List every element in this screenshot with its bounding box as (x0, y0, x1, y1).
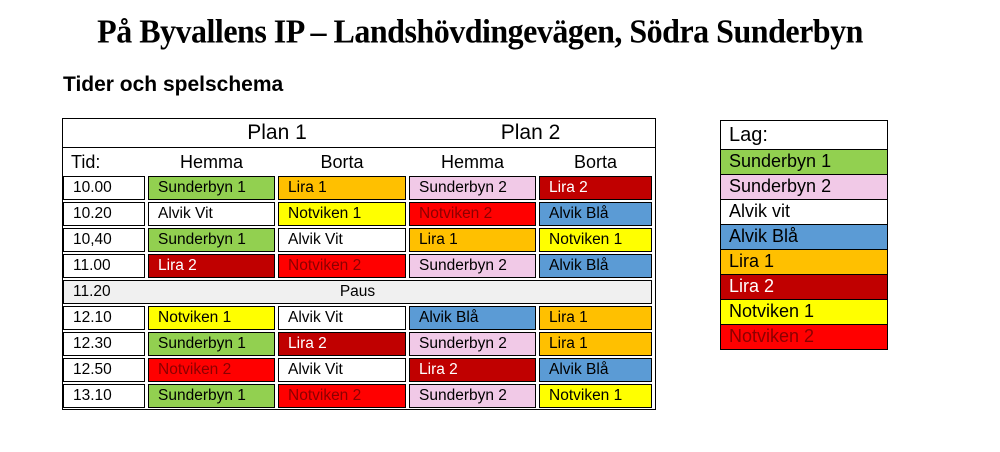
team-cell: Lira 2 (409, 358, 536, 382)
time-cell: 11.20 (73, 283, 111, 300)
plan1-hemma-header: Hemma (179, 151, 243, 172)
column-header-row: Tid: Hemma Borta Hemma Borta (63, 148, 655, 176)
team-cell: Notviken 1 (278, 202, 406, 226)
tid-column-header: Tid: (71, 151, 101, 172)
plan2-header: Plan 2 (500, 121, 561, 144)
plan2-hemma-header: Hemma (440, 151, 504, 172)
team-cell: Notviken 1 (148, 306, 275, 330)
team-cell: Notviken 2 (409, 202, 536, 226)
team-cell: Lira 1 (278, 176, 406, 200)
team-cell: Alvik Vit (148, 202, 275, 226)
section-title: Tider och spelschema (63, 73, 284, 96)
team-cell: Alvik Blå (539, 202, 652, 226)
team-cell: Sunderbyn 2 (409, 254, 536, 278)
team-cell: Alvik Blå (409, 306, 536, 330)
team-cell: Lira 1 (539, 306, 652, 330)
schedule-grid: 10.00 Sunderbyn 1 Lira 1 Sunderbyn 2 Lir… (63, 176, 655, 409)
team-cell: Lira 2 (148, 254, 275, 278)
legend-item: Alvik Blå (720, 223, 888, 250)
content-row: Plan 1 Plan 2 Tid: Hemma Borta Hemma Bor… (62, 118, 1000, 410)
team-cell: Sunderbyn 1 (148, 176, 275, 200)
legend-item: Notviken 1 (720, 298, 888, 325)
team-cell: Notviken 1 (539, 228, 652, 252)
team-cell: Alvik Blå (539, 254, 652, 278)
team-cell: Lira 1 (539, 332, 652, 356)
team-cell: Notviken 2 (278, 384, 406, 408)
team-cell: Alvik Vit (278, 228, 406, 252)
team-cell: Sunderbyn 2 (409, 384, 536, 408)
time-cell: 12.30 (63, 332, 145, 356)
team-cell: Alvik Vit (278, 306, 406, 330)
team-legend: Lag: Sunderbyn 1 Sunderbyn 2 Alvik vit A… (720, 120, 888, 350)
time-cell: 12.50 (63, 358, 145, 382)
schedule-table: Plan 1 Plan 2 Tid: Hemma Borta Hemma Bor… (62, 118, 656, 410)
legend-item: Notviken 2 (720, 323, 888, 350)
time-cell: 13.10 (63, 384, 145, 408)
team-cell: Notviken 2 (148, 358, 275, 382)
legend-item: Sunderbyn 1 (720, 148, 888, 175)
legend-item: Lira 1 (720, 248, 888, 275)
time-cell: 10.00 (63, 176, 145, 200)
team-cell: Notviken 1 (539, 384, 652, 408)
legend-item: Alvik vit (720, 198, 888, 225)
team-cell: Sunderbyn 1 (148, 332, 275, 356)
team-cell: Sunderbyn 2 (409, 332, 536, 356)
team-cell: Alvik Vit (278, 358, 406, 382)
time-cell: 11.00 (63, 254, 145, 278)
plan2-borta-header: Borta (573, 151, 618, 172)
team-cell: Lira 2 (278, 332, 406, 356)
team-cell: Lira 2 (539, 176, 652, 200)
legend-title: Lag: (720, 120, 888, 150)
team-cell: Notviken 2 (278, 254, 406, 278)
team-cell: Sunderbyn 2 (409, 176, 536, 200)
time-cell: 10,40 (63, 228, 145, 252)
team-cell: Sunderbyn 1 (148, 228, 275, 252)
plan-header-row: Plan 1 Plan 2 (63, 119, 655, 148)
page-title: På Byvallens IP – Landshövdingevägen, Sö… (97, 12, 863, 51)
team-cell: Alvik Blå (539, 358, 652, 382)
plan1-header: Plan 1 (247, 121, 307, 144)
time-cell: 10.20 (63, 202, 145, 226)
pause-row: 11.20 Paus (63, 280, 652, 304)
plan1-borta-header: Borta (320, 151, 364, 172)
team-cell: Lira 1 (409, 228, 536, 252)
legend-item: Lira 2 (720, 273, 888, 300)
team-cell: Sunderbyn 1 (148, 384, 275, 408)
pause-label: Paus (339, 283, 376, 300)
time-cell: 12.10 (63, 306, 145, 330)
schedule-page: På Byvallens IP – Landshövdingevägen, Sö… (62, 12, 1000, 410)
legend-item: Sunderbyn 2 (720, 173, 888, 200)
